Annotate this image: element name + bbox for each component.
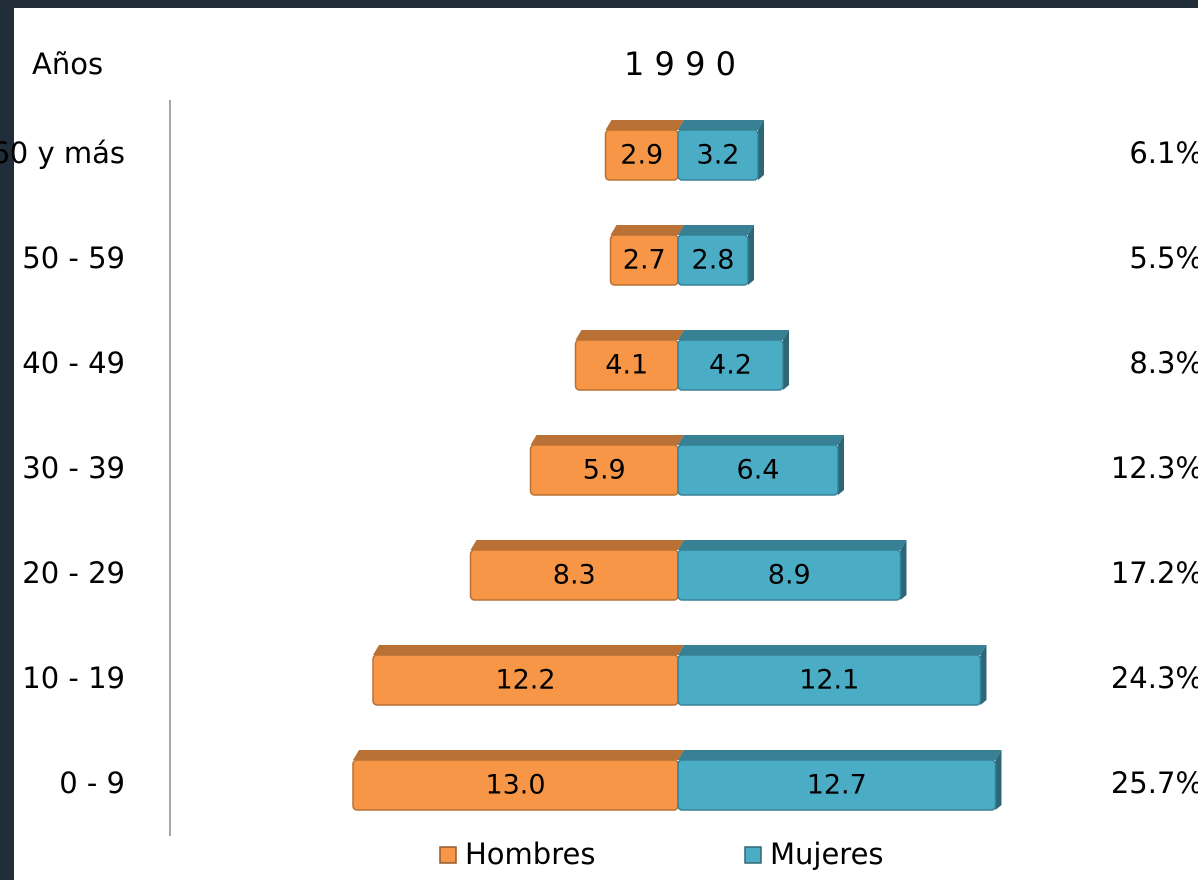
- legend-swatch: [439, 846, 457, 864]
- bar-top: [575, 330, 684, 340]
- value-label: 4.1: [605, 350, 648, 381]
- bar-top: [373, 645, 684, 655]
- bar-side: [748, 225, 754, 285]
- total-label: 12.3%: [1111, 451, 1198, 485]
- bar: [677, 234, 749, 286]
- category-label: 50 - 59: [22, 241, 125, 275]
- category-label: 20 - 29: [22, 556, 125, 590]
- value-label: 5.9: [583, 455, 626, 486]
- bar-top: [530, 435, 684, 445]
- bar-top: [678, 540, 907, 550]
- value-label: 2.8: [692, 245, 735, 276]
- bar-top: [678, 225, 754, 235]
- value-label: 6.4: [737, 455, 780, 486]
- category-label: 0 - 9: [59, 766, 125, 800]
- value-label: 12.7: [807, 770, 867, 801]
- bar-top: [353, 750, 684, 760]
- value-label: 12.1: [799, 665, 859, 696]
- bar: [677, 129, 759, 181]
- bar-side: [783, 330, 789, 390]
- bar-top: [678, 645, 987, 655]
- bar-side: [995, 750, 1002, 810]
- bar-side: [838, 435, 844, 495]
- value-label: 12.2: [495, 665, 555, 696]
- bar-top: [678, 330, 789, 340]
- value-label: 13.0: [485, 770, 545, 801]
- total-label: 6.1%: [1129, 136, 1198, 170]
- bar-top: [610, 225, 684, 235]
- bar-top: [678, 435, 844, 445]
- total-label: 5.5%: [1129, 241, 1198, 275]
- bar: [677, 654, 982, 706]
- bar-side: [980, 645, 987, 705]
- bar: [677, 549, 902, 601]
- value-label: 8.3: [553, 560, 596, 591]
- bar-side: [900, 540, 907, 600]
- bar-side: [758, 120, 764, 180]
- y-axis-label: Años: [32, 47, 103, 81]
- bar: [677, 339, 784, 391]
- value-label: 8.9: [768, 560, 811, 591]
- category-label: 30 - 39: [22, 451, 125, 485]
- value-label: 2.7: [623, 245, 666, 276]
- bar: [677, 759, 997, 811]
- bar-top: [678, 750, 1002, 760]
- total-label: 17.2%: [1111, 556, 1198, 590]
- legend-label: Mujeres: [770, 837, 884, 871]
- bar-top: [470, 540, 684, 550]
- value-label: 4.2: [709, 350, 752, 381]
- category-label: 10 - 19: [22, 661, 125, 695]
- bar-top: [605, 120, 684, 130]
- legend-swatch: [744, 846, 762, 864]
- bar: [677, 444, 839, 496]
- bar-top: [678, 120, 764, 130]
- total-label: 25.7%: [1111, 766, 1198, 800]
- category-label: 40 - 49: [22, 346, 125, 380]
- value-label: 3.2: [697, 140, 740, 171]
- total-label: 8.3%: [1129, 346, 1198, 380]
- total-label: 24.3%: [1111, 661, 1198, 695]
- value-label: 2.9: [620, 140, 663, 171]
- legend-label: Hombres: [465, 837, 595, 871]
- chart-title: 1 9 9 0: [624, 45, 736, 83]
- category-label: 60 y más: [0, 136, 125, 170]
